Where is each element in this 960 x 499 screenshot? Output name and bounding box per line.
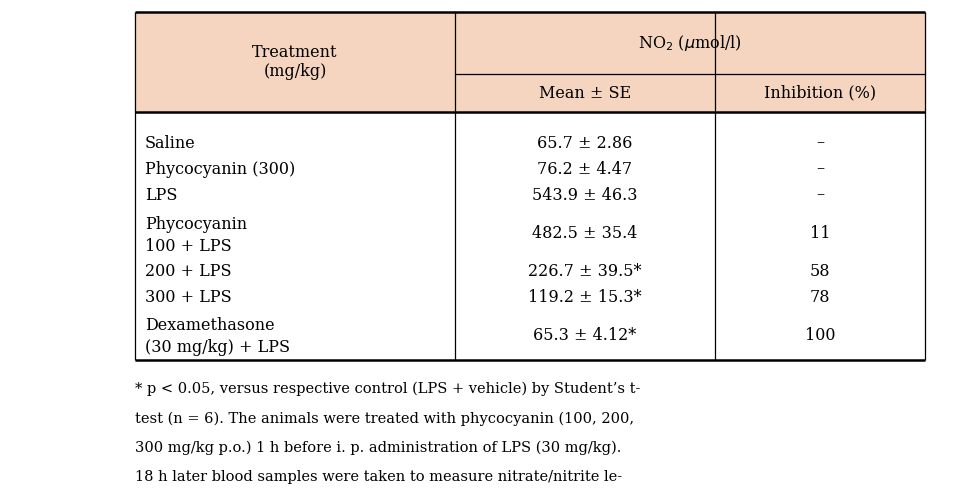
Text: Phycocyanin (300): Phycocyanin (300) xyxy=(145,161,296,178)
Text: 200 + LPS: 200 + LPS xyxy=(145,262,231,279)
Text: –: – xyxy=(816,187,824,204)
Text: Mean ± SE: Mean ± SE xyxy=(539,84,631,101)
Text: 78: 78 xyxy=(809,288,830,305)
Text: 65.7 ± 2.86: 65.7 ± 2.86 xyxy=(538,135,633,152)
Text: 300 mg/kg p.o.) 1 h before i. p. administration of LPS (30 mg/kg).: 300 mg/kg p.o.) 1 h before i. p. adminis… xyxy=(135,441,621,456)
Text: LPS: LPS xyxy=(145,187,178,204)
Text: 76.2 ± 4.47: 76.2 ± 4.47 xyxy=(538,161,633,178)
Text: 58: 58 xyxy=(809,262,830,279)
Text: 100 + LPS: 100 + LPS xyxy=(145,238,231,254)
Bar xyxy=(135,74,925,112)
Text: 11: 11 xyxy=(809,225,830,242)
Bar xyxy=(135,12,925,74)
Text: 482.5 ± 35.4: 482.5 ± 35.4 xyxy=(532,225,637,242)
Text: NO$_2$ ($\mu$mol/l): NO$_2$ ($\mu$mol/l) xyxy=(638,33,742,53)
Text: 119.2 ± 15.3*: 119.2 ± 15.3* xyxy=(528,288,642,305)
Text: 300 + LPS: 300 + LPS xyxy=(145,288,231,305)
Text: Saline: Saline xyxy=(145,135,196,152)
Text: 543.9 ± 46.3: 543.9 ± 46.3 xyxy=(532,187,637,204)
Text: –: – xyxy=(816,161,824,178)
Text: Phycocyanin: Phycocyanin xyxy=(145,216,247,233)
Text: * p < 0.05, versus respective control (LPS + vehicle) by Student’s t-: * p < 0.05, versus respective control (L… xyxy=(135,382,640,396)
Text: 100: 100 xyxy=(804,326,835,343)
Text: Treatment
(mg/kg): Treatment (mg/kg) xyxy=(252,44,338,80)
Text: Inhibition (%): Inhibition (%) xyxy=(764,84,876,101)
Text: 226.7 ± 39.5*: 226.7 ± 39.5* xyxy=(528,262,641,279)
Text: 18 h later blood samples were taken to measure nitrate/nitrite le-: 18 h later blood samples were taken to m… xyxy=(135,471,622,485)
Text: 65.3 ± 4.12*: 65.3 ± 4.12* xyxy=(534,326,636,343)
Text: (30 mg/kg) + LPS: (30 mg/kg) + LPS xyxy=(145,339,290,356)
Text: –: – xyxy=(816,135,824,152)
Text: test (n = 6). The animals were treated with phycocyanin (100, 200,: test (n = 6). The animals were treated w… xyxy=(135,412,635,426)
Text: Dexamethasone: Dexamethasone xyxy=(145,317,275,334)
